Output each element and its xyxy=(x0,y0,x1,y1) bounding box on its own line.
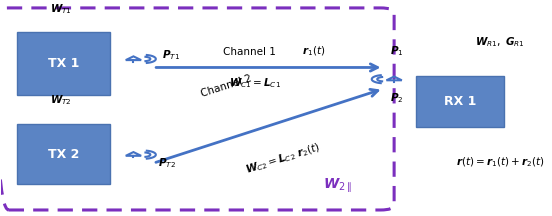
FancyBboxPatch shape xyxy=(17,124,110,184)
Text: $\boldsymbol{P}_1$: $\boldsymbol{P}_1$ xyxy=(390,45,404,58)
Text: $\boldsymbol{W}_{R1},\ \boldsymbol{G}_{R1}$: $\boldsymbol{W}_{R1},\ \boldsymbol{G}_{R… xyxy=(475,35,525,49)
Text: $\boldsymbol{r}(t)=\boldsymbol{r}_1(t)+\boldsymbol{r}_2(t)$: $\boldsymbol{r}(t)=\boldsymbol{r}_1(t)+\… xyxy=(455,155,544,169)
Text: Channel 1: Channel 1 xyxy=(223,46,276,57)
FancyBboxPatch shape xyxy=(17,32,110,95)
Text: RX 1: RX 1 xyxy=(443,95,476,108)
Text: $\boldsymbol{P}_2$: $\boldsymbol{P}_2$ xyxy=(390,91,404,105)
Text: $\boldsymbol{W}_{T2}$: $\boldsymbol{W}_{T2}$ xyxy=(50,94,72,107)
Text: $\boldsymbol{W}_{C2}{=}\boldsymbol{L}_{C2}\ \boldsymbol{r}_2(t)$: $\boldsymbol{W}_{C2}{=}\boldsymbol{L}_{C… xyxy=(245,141,322,178)
Text: $\boldsymbol{W}_{T1}$: $\boldsymbol{W}_{T1}$ xyxy=(50,2,72,16)
Text: $\boldsymbol{P}_{T2}$: $\boldsymbol{P}_{T2}$ xyxy=(158,156,177,170)
Text: Channel 2: Channel 2 xyxy=(200,74,253,99)
Text: $\boldsymbol{W}_{C1}{=}\boldsymbol{L}_{C1}$: $\boldsymbol{W}_{C1}{=}\boldsymbol{L}_{C… xyxy=(229,76,281,90)
Text: TX 1: TX 1 xyxy=(48,57,79,70)
Text: $\boldsymbol{W}_{2\parallel}$: $\boldsymbol{W}_{2\parallel}$ xyxy=(323,176,352,195)
FancyBboxPatch shape xyxy=(416,76,504,127)
Text: TX 2: TX 2 xyxy=(48,148,79,161)
Text: $\boldsymbol{P}_{T1}$: $\boldsymbol{P}_{T1}$ xyxy=(162,48,181,62)
Text: $\boldsymbol{r}_1(t)$: $\boldsymbol{r}_1(t)$ xyxy=(302,45,326,58)
